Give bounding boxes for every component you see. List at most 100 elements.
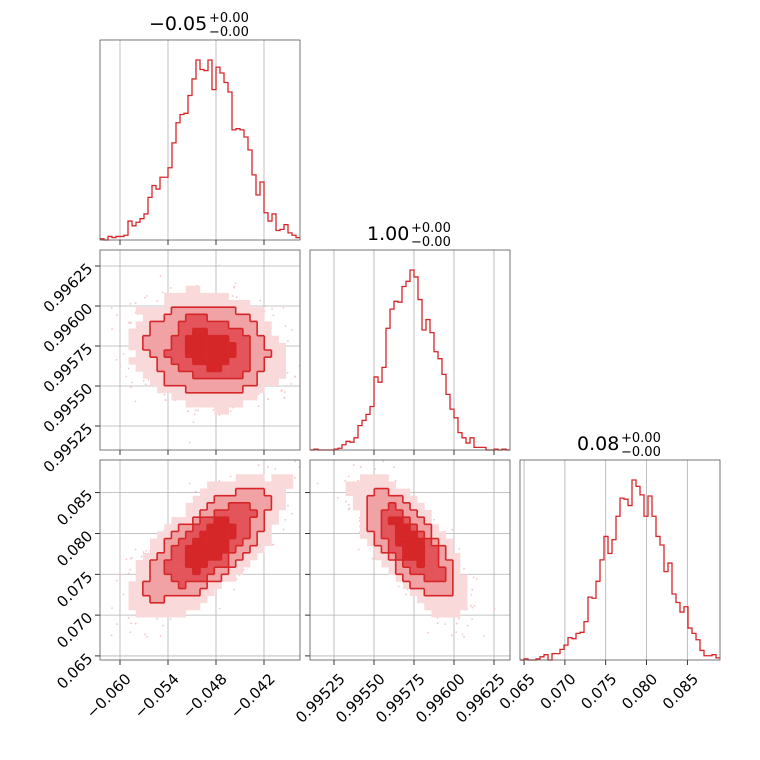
sample-point xyxy=(169,618,172,621)
density-cell xyxy=(221,335,229,344)
density-cell xyxy=(171,392,179,401)
density-cell xyxy=(178,392,187,401)
sample-point xyxy=(163,393,166,396)
density-cell xyxy=(257,517,265,525)
sample-point xyxy=(197,409,200,412)
density-cell xyxy=(264,357,272,365)
density-cell xyxy=(278,488,287,497)
density-cell xyxy=(257,321,265,329)
density-cell xyxy=(257,364,265,372)
sample-point xyxy=(344,479,346,482)
density-cell xyxy=(178,574,187,582)
sample-point xyxy=(432,518,435,521)
density-cell xyxy=(192,510,201,518)
density-cell xyxy=(221,378,229,387)
density-cell xyxy=(228,481,237,489)
density-cell xyxy=(235,481,244,489)
density-cell xyxy=(207,392,215,401)
sample-point xyxy=(405,593,407,596)
density-cell xyxy=(200,581,208,589)
density-cell xyxy=(171,364,179,372)
density-cell xyxy=(157,321,165,329)
sample-point xyxy=(282,528,285,531)
sample-point xyxy=(427,631,429,634)
density-cell xyxy=(164,371,172,379)
density-cell xyxy=(185,307,194,315)
sample-point xyxy=(140,555,143,558)
density-cell xyxy=(242,474,251,482)
density-cell xyxy=(221,350,229,358)
x-tick-label: −0.048 xyxy=(179,670,231,722)
sample-point xyxy=(316,482,319,485)
density-cell xyxy=(142,335,151,344)
sample-point xyxy=(218,264,221,267)
density-cell xyxy=(207,574,215,582)
density-cell xyxy=(200,342,208,351)
density-cell xyxy=(228,574,237,582)
density-cell xyxy=(235,538,244,547)
density-cell xyxy=(178,364,187,372)
density-cell xyxy=(135,602,144,611)
density-cell xyxy=(278,357,287,365)
density-cell xyxy=(242,342,251,351)
density-cell xyxy=(178,567,187,575)
y-tick-label: 0.080 xyxy=(53,527,96,570)
sample-point xyxy=(267,398,269,401)
sample-point xyxy=(347,475,350,478)
density-cell xyxy=(257,495,265,504)
density-cell xyxy=(157,574,165,582)
density-cell xyxy=(128,328,137,337)
density-cell xyxy=(200,502,208,511)
density-cell xyxy=(235,392,244,401)
density-cell xyxy=(242,314,251,322)
density-cell xyxy=(164,292,172,301)
sample-point xyxy=(122,593,125,596)
density-cell xyxy=(214,378,222,387)
density-cell xyxy=(178,524,187,532)
sample-point xyxy=(473,605,476,607)
density-cell xyxy=(242,545,251,554)
sample-point xyxy=(293,477,296,479)
density-cell xyxy=(192,392,201,401)
density-cell xyxy=(192,552,201,561)
density-cell xyxy=(264,364,272,372)
density-cell xyxy=(271,488,279,497)
sample-point xyxy=(192,421,195,424)
sample-point xyxy=(397,585,400,588)
density-cell xyxy=(207,300,215,308)
sample-point xyxy=(286,371,289,374)
sample-point xyxy=(142,380,145,382)
sample-point xyxy=(115,358,118,361)
density-cell xyxy=(192,524,201,532)
density-cell xyxy=(257,350,265,358)
sample-point xyxy=(451,634,453,637)
density-cell xyxy=(178,531,187,539)
density-cell xyxy=(228,364,237,372)
density-cell xyxy=(142,321,151,329)
density-cell xyxy=(278,371,287,379)
density-cell xyxy=(250,328,258,337)
density-cell xyxy=(150,350,158,358)
density-cell xyxy=(214,502,222,511)
density-cell xyxy=(235,510,244,518)
density-cell xyxy=(257,481,265,489)
density-cell xyxy=(142,588,151,597)
density-cell xyxy=(192,378,201,387)
density-cell xyxy=(150,552,158,561)
sample-point xyxy=(146,295,149,297)
density-cell xyxy=(214,342,222,351)
sample-point xyxy=(193,413,196,416)
density-cell xyxy=(264,495,272,504)
density-cell xyxy=(214,357,222,365)
density-cell xyxy=(250,364,258,372)
density-cell xyxy=(242,488,251,497)
density-cell xyxy=(250,495,258,504)
density-cell xyxy=(242,328,251,337)
sample-point xyxy=(142,551,145,554)
density-cell xyxy=(150,342,158,351)
density-cell xyxy=(207,531,215,539)
density-cell xyxy=(142,314,151,322)
density-cell xyxy=(171,321,179,329)
density-cell xyxy=(150,567,158,575)
